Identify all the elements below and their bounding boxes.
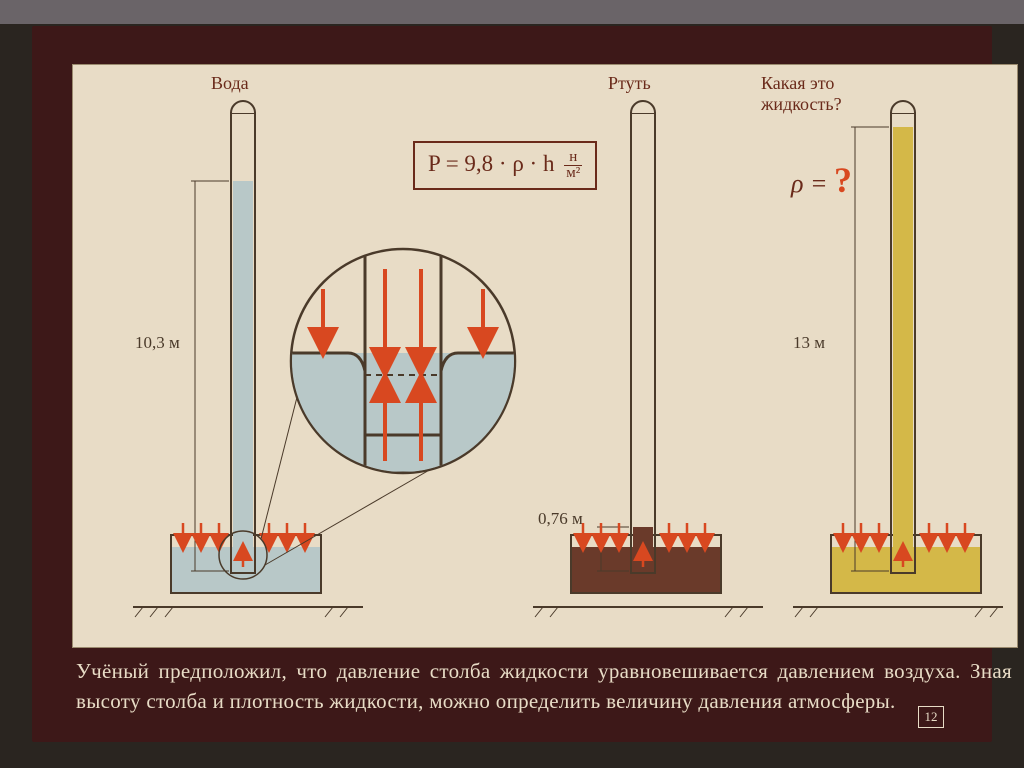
tube-unknown [831,101,981,593]
diagram-svg [73,65,1017,647]
caption-text: Учёный предположил, что давление столба … [76,656,1012,717]
slide-frame: Вода Ртуть Какая это жидкость? P = 9,8 ·… [32,26,992,742]
page-number: 12 [918,706,944,728]
top-bar [0,0,1024,24]
diagram-canvas: Вода Ртуть Какая это жидкость? P = 9,8 ·… [72,64,1018,648]
detail-circle [291,249,515,473]
tube-mercury [571,101,721,593]
page-outer: Вода Ртуть Какая это жидкость? P = 9,8 ·… [0,0,1024,768]
